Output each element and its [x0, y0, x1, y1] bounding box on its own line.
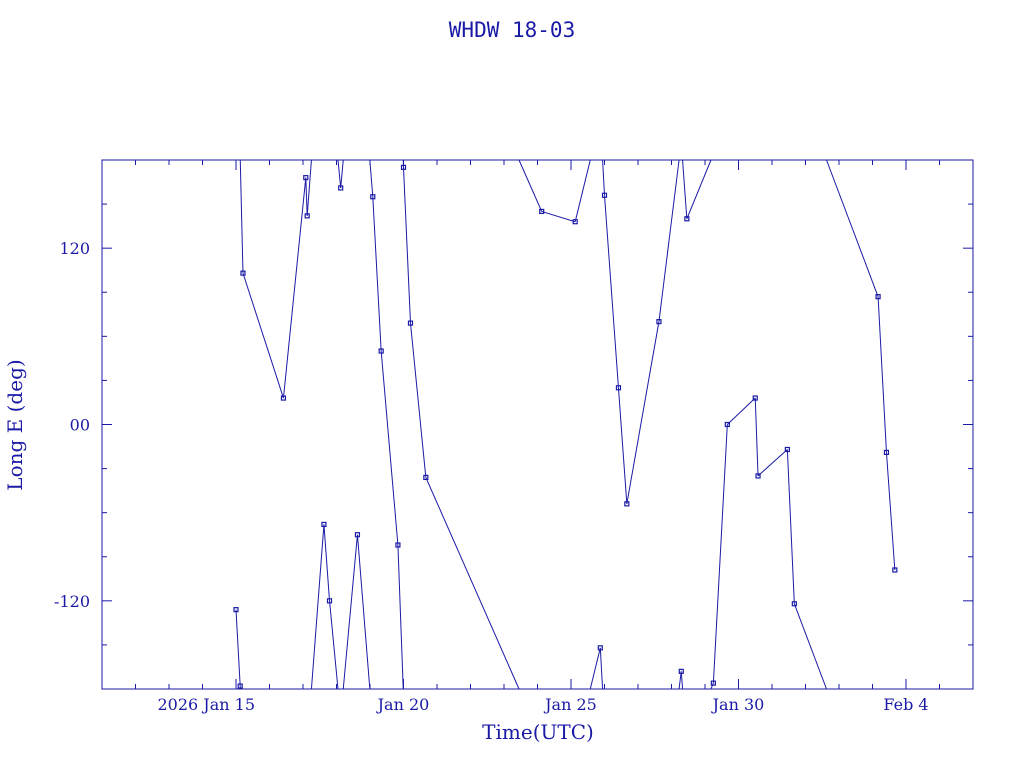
- data-point: [601, 192, 608, 198]
- series-segment: [397, 544, 404, 690]
- x-tick-labels: 2026 Jan 15 Jan 20 Jan 25 Jan 30 Feb 4: [157, 695, 928, 714]
- data-point: [678, 668, 684, 674]
- series-segment: [602, 159, 605, 196]
- data-point: [710, 680, 716, 686]
- series-segment: [712, 424, 728, 684]
- series-segment: [242, 272, 284, 399]
- series-segment: [239, 159, 244, 274]
- data-point: [423, 474, 429, 480]
- data-point: [240, 270, 246, 276]
- series-segment: [710, 682, 714, 690]
- series-segment: [323, 524, 331, 601]
- y-tick-labels: -120 00 120: [54, 239, 90, 611]
- plot-frame: [101, 159, 974, 690]
- series-segment: [340, 159, 344, 188]
- data-point: [407, 320, 414, 326]
- series-segment: [885, 452, 896, 571]
- data-point: [724, 421, 730, 428]
- data-point: [321, 521, 327, 528]
- x-tick-label: Jan 30: [711, 695, 765, 714]
- x-tick-label: 2026 Jan 15: [157, 695, 255, 714]
- data-point: [539, 208, 545, 215]
- data-point: [303, 175, 309, 181]
- data-point: [656, 319, 662, 325]
- data-point: [304, 213, 310, 219]
- series-segment: [541, 210, 576, 223]
- series-segment: [682, 159, 688, 219]
- series-segment: [518, 159, 543, 212]
- data-point: [354, 532, 361, 538]
- series-longitude: [233, 159, 898, 690]
- series-segment: [757, 449, 788, 477]
- data-point: [237, 683, 243, 689]
- y-tick-label: -120: [54, 592, 90, 611]
- series-segment: [403, 167, 411, 324]
- y-axis-label: Long E (deg): [3, 359, 27, 490]
- data-point: [233, 607, 239, 613]
- series-segment: [372, 196, 382, 352]
- x-tick-label: Jan 25: [543, 695, 597, 714]
- series-segment: [337, 159, 342, 188]
- data-point: [395, 542, 401, 548]
- series-segment: [282, 177, 307, 399]
- series-segment: [617, 387, 628, 504]
- x-axis-label: Time(UTC): [482, 720, 594, 744]
- series-segment: [425, 477, 520, 690]
- series-segment: [235, 609, 241, 687]
- series-segment: [686, 159, 712, 219]
- data-point: [892, 567, 898, 573]
- data-point: [755, 473, 761, 479]
- series-segment: [658, 159, 680, 322]
- series-segment: [604, 195, 619, 388]
- series-segment: [786, 449, 795, 604]
- data-point: [378, 348, 384, 354]
- data-point: [791, 601, 797, 607]
- series-segment: [826, 159, 879, 297]
- series-segment: [369, 159, 374, 197]
- series-segment: [380, 350, 399, 546]
- y-tick-label: 120: [59, 239, 90, 258]
- data-point: [597, 645, 603, 651]
- data-point: [400, 164, 407, 170]
- series-segment: [754, 398, 759, 476]
- series-segment: [310, 524, 325, 690]
- series-segment: [574, 159, 591, 222]
- series-segment: [599, 647, 604, 690]
- series-segment: [678, 671, 682, 690]
- series-segment: [342, 534, 358, 690]
- data-point: [572, 219, 578, 225]
- series-segment: [589, 647, 601, 690]
- x-tick-label: Jan 20: [376, 695, 430, 714]
- data-point: [875, 294, 881, 300]
- series-segment: [793, 603, 827, 690]
- data-point: [280, 395, 287, 401]
- data-point: [624, 501, 630, 507]
- data-point: [684, 216, 690, 222]
- data-point: [752, 395, 758, 401]
- data-point: [615, 385, 622, 391]
- series-segment: [626, 321, 660, 504]
- data-point: [784, 446, 790, 453]
- series-segment: [680, 671, 684, 690]
- x-tick-label: Feb 4: [883, 695, 928, 714]
- data-point: [370, 194, 376, 200]
- data-point: [326, 598, 333, 604]
- chart-title: WHDW 18-03: [449, 18, 575, 42]
- data-point: [883, 449, 890, 456]
- series-segment: [409, 323, 427, 478]
- y-tick-label: 00: [70, 416, 90, 435]
- series-segment: [306, 159, 312, 216]
- data-point: [338, 185, 344, 191]
- series-segment: [726, 397, 756, 425]
- series-segment: [356, 534, 371, 690]
- series-segment: [329, 600, 339, 690]
- tick-marks: [101, 159, 974, 690]
- series-segment: [305, 177, 308, 216]
- series-segment: [877, 296, 887, 453]
